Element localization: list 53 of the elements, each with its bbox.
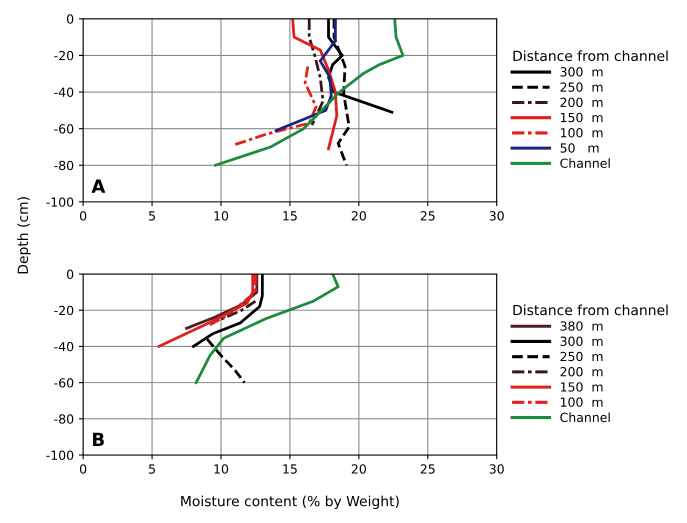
legend-title: Distance from channel bbox=[513, 304, 668, 316]
x-tick-label: 20 bbox=[352, 464, 366, 474]
legend-label: 200 m bbox=[560, 366, 603, 376]
x-tick-label: 5 bbox=[149, 464, 155, 474]
annotation: B bbox=[93, 432, 104, 446]
legend-label: 100 m bbox=[560, 397, 603, 407]
legend-label: 100 m bbox=[560, 128, 603, 138]
y-tick-label: -80 bbox=[54, 160, 74, 170]
x-tick-label: 15 bbox=[283, 211, 297, 221]
annotation: A bbox=[91, 180, 106, 193]
x-tick-label: 0 bbox=[80, 464, 86, 474]
legend-label: 150 m bbox=[560, 112, 603, 122]
y-tick-label: -40 bbox=[54, 342, 74, 352]
line-series bbox=[158, 274, 254, 348]
legend-label: 150 m bbox=[560, 382, 603, 392]
y-tick-label: 0 bbox=[66, 270, 74, 279]
legend-label: Channel bbox=[560, 158, 610, 168]
y-tick-label: -40 bbox=[54, 88, 74, 97]
x-tick-label: 5 bbox=[149, 211, 155, 221]
y-tick-label: -60 bbox=[54, 124, 74, 134]
x-tick-label: 10 bbox=[214, 464, 228, 474]
x-tick-label: 0 bbox=[80, 211, 86, 221]
y-axis-title: Depth (cm) bbox=[17, 197, 31, 274]
y-tick-label: -20 bbox=[54, 50, 74, 60]
y-tick-label: -100 bbox=[46, 450, 74, 460]
legend-label: 300 m bbox=[560, 336, 603, 346]
line-series bbox=[291, 18, 338, 150]
line-series bbox=[194, 274, 340, 384]
legend-label: 200 m bbox=[560, 98, 603, 108]
x-tick-label: 25 bbox=[420, 211, 435, 221]
y-tick-label: -80 bbox=[54, 414, 74, 424]
x-tick-label: 20 bbox=[352, 211, 366, 221]
x-tick-label: 30 bbox=[490, 464, 504, 474]
legend-label: 50 m bbox=[560, 143, 599, 153]
x-tick-label: 30 bbox=[490, 211, 504, 221]
y-tick-label: -100 bbox=[46, 197, 74, 207]
x-tick-label: 10 bbox=[214, 211, 228, 221]
x-tick-label: 25 bbox=[420, 464, 435, 474]
legend-label: 300 m bbox=[560, 67, 603, 77]
line-series bbox=[214, 18, 404, 167]
legend-label: Channel bbox=[560, 412, 610, 422]
y-tick-label: 0 bbox=[66, 14, 74, 24]
y-tick-label: -60 bbox=[54, 378, 74, 388]
line-series bbox=[232, 65, 318, 147]
x-axis-title: Moisture content (% by Weight) bbox=[181, 496, 399, 510]
legend-title: Distance from channel bbox=[513, 50, 668, 62]
legend-label: 380 m bbox=[560, 321, 603, 331]
y-tick-label: -20 bbox=[54, 306, 74, 316]
legend-label: 250 m bbox=[560, 82, 603, 92]
legend-label: 250 m bbox=[560, 352, 603, 362]
line-series bbox=[274, 18, 337, 132]
line-series bbox=[308, 18, 324, 126]
x-tick-label: 15 bbox=[283, 464, 297, 474]
